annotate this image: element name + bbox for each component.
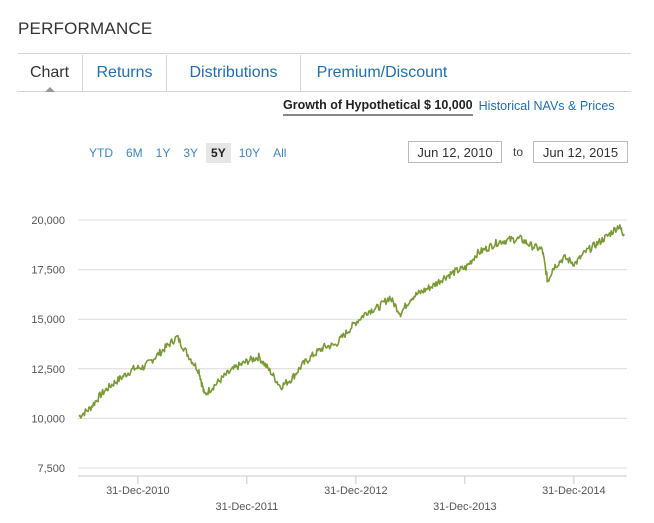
tab-premium-discount[interactable]: Premium/Discount — [300, 55, 463, 91]
y-tick-label: 12,500 — [31, 364, 65, 376]
x-tick-label: 31-Dec-2010 — [106, 485, 170, 497]
chart-subtabs: Growth of Hypothetical $ 10,000 Historic… — [283, 96, 615, 118]
range-selector: YTD 6M 1Y 3Y 5Y 10Y All — [84, 143, 294, 163]
range-1y-button[interactable]: 1Y — [155, 146, 171, 160]
tab-returns[interactable]: Returns — [82, 55, 166, 91]
date-from-input[interactable]: Jun 12, 2010 — [408, 141, 502, 163]
x-tick-label: 31-Dec-2011 — [215, 501, 278, 513]
y-tick-label: 17,500 — [31, 265, 65, 277]
x-tick-label: 31-Dec-2013 — [433, 501, 497, 513]
tab-distributions[interactable]: Distributions — [166, 55, 300, 91]
range-all-button[interactable]: All — [273, 146, 287, 160]
x-tick-label: 31-Dec-2012 — [324, 485, 388, 497]
subtab-historical-navs[interactable]: Historical NAVs & Prices — [478, 99, 615, 113]
range-5y-button[interactable]: 5Y — [206, 143, 231, 163]
range-6m-button[interactable]: 6M — [126, 146, 143, 160]
range-3y-button[interactable]: 3Y — [183, 146, 199, 160]
date-range-separator: to — [513, 145, 524, 159]
y-tick-label: 15,000 — [31, 314, 65, 326]
range-10y-button[interactable]: 10Y — [238, 146, 261, 160]
subtab-growth[interactable]: Growth of Hypothetical $ 10,000 — [283, 98, 473, 116]
series-line — [78, 224, 625, 419]
y-tick-label: 20,000 — [31, 215, 65, 227]
y-tick-label: 7,500 — [37, 463, 65, 475]
tab-chart[interactable]: Chart — [17, 55, 82, 92]
range-ytd-button[interactable]: YTD — [89, 146, 113, 160]
y-tick-label: 10,000 — [31, 413, 65, 425]
page-title: PERFORMANCE — [18, 19, 153, 38]
date-to-input[interactable]: Jun 12, 2015 — [533, 141, 628, 163]
x-tick-label: 31-Dec-2014 — [542, 485, 606, 497]
title-divider — [18, 53, 631, 54]
tab-bar: Chart Returns Distributions Premium/Disc… — [17, 55, 631, 92]
